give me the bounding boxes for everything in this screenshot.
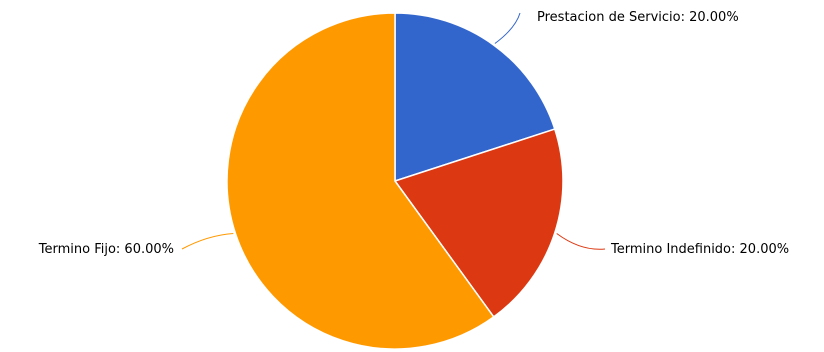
labels-layer: Prestacion de Servicio: 20.00% Termino I…: [38, 10, 789, 257]
slices-layer: [226, 12, 564, 350]
pie-slice-prestacion-de-servicio[interactable]: [394, 12, 556, 183]
pie-slice-termino-fijo[interactable]: [226, 12, 495, 350]
slice-label-termino-fijo: Termino Fijo: 60.00%: [38, 242, 174, 257]
connectors-layer: [181, 12, 606, 250]
connector-line-termino-indefinido: [556, 233, 606, 250]
connector-line-termino-fijo: [181, 233, 234, 250]
slice-label-prestacion: Prestacion de Servicio: 20.00%: [537, 10, 739, 25]
pie-slice-termino-indefinido[interactable]: [393, 128, 564, 318]
connector-line-prestacion-de-servicio: [494, 12, 521, 44]
slice-label-termino-indefinido: Termino Indefinido: 20.00%: [610, 242, 789, 257]
